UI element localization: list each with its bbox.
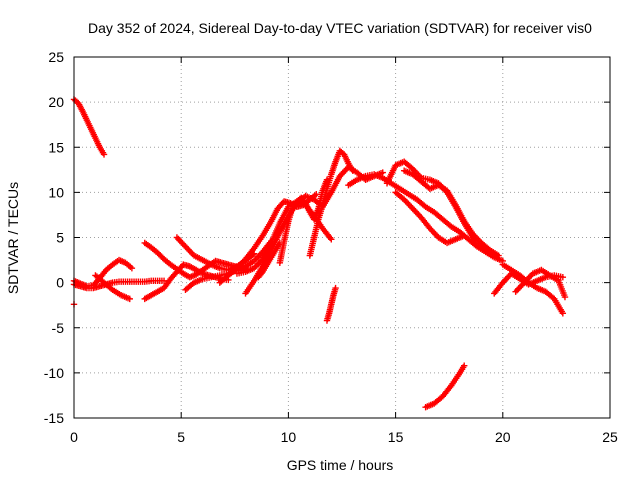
y-tick-label: -10 xyxy=(44,365,64,381)
series-sat-w xyxy=(255,239,284,281)
x-tick-label: 20 xyxy=(495,429,511,445)
x-axis-label: GPS time / hours xyxy=(287,457,394,473)
series-sat-r xyxy=(400,167,502,259)
series-sat-g xyxy=(141,239,251,281)
x-tick-label: 15 xyxy=(388,429,404,445)
grid-layer xyxy=(74,57,610,418)
data-point xyxy=(461,232,468,239)
data-point xyxy=(349,167,356,174)
data-point xyxy=(495,252,502,259)
series-sat-c xyxy=(70,277,168,292)
data-point xyxy=(559,274,567,281)
tick-layer: 0 5 10 15 20 25 -15 -10 -5 0 5 10 15 20 25 xyxy=(44,49,618,445)
data-point xyxy=(313,190,320,198)
series-sat-q xyxy=(392,189,468,247)
series-sat-d xyxy=(92,272,133,303)
series-sat-v xyxy=(512,266,569,301)
series-sat-a xyxy=(70,96,108,158)
data-point xyxy=(561,293,569,301)
data-layer xyxy=(70,96,569,411)
y-tick-label: 10 xyxy=(48,184,64,200)
y-tick-label: 15 xyxy=(48,139,64,155)
y-tick-label: 0 xyxy=(56,275,64,291)
x-tick-label: 25 xyxy=(602,429,618,445)
data-point xyxy=(559,310,567,317)
series-sat-u xyxy=(499,261,567,317)
data-point xyxy=(100,151,108,158)
data-point xyxy=(328,236,335,243)
data-point xyxy=(126,295,133,303)
y-tick-label: -15 xyxy=(44,410,64,426)
data-point xyxy=(160,277,168,285)
chart-title: Day 352 of 2024, Sidereal Day-to-day VTE… xyxy=(88,20,592,36)
series-sat-n xyxy=(323,284,339,324)
x-tick-label: 0 xyxy=(70,429,78,445)
y-tick-label: 25 xyxy=(48,49,64,65)
data-point xyxy=(128,264,136,272)
series-sat-s xyxy=(422,362,468,411)
y-axis-label: SDTVAR / TECUs xyxy=(5,182,21,294)
data-point xyxy=(332,284,339,292)
data-point xyxy=(323,176,331,183)
x-tick-label: 5 xyxy=(177,429,185,445)
y-tick-label: 20 xyxy=(48,94,64,110)
x-tick-label: 10 xyxy=(281,429,297,445)
series-sat-p xyxy=(383,158,494,257)
series-sat-x xyxy=(276,176,331,266)
y-tick-label: -5 xyxy=(52,320,65,336)
data-point xyxy=(461,362,468,369)
plot-frame xyxy=(73,56,611,419)
y-tick-label: 5 xyxy=(56,230,64,246)
data-point xyxy=(379,169,386,176)
